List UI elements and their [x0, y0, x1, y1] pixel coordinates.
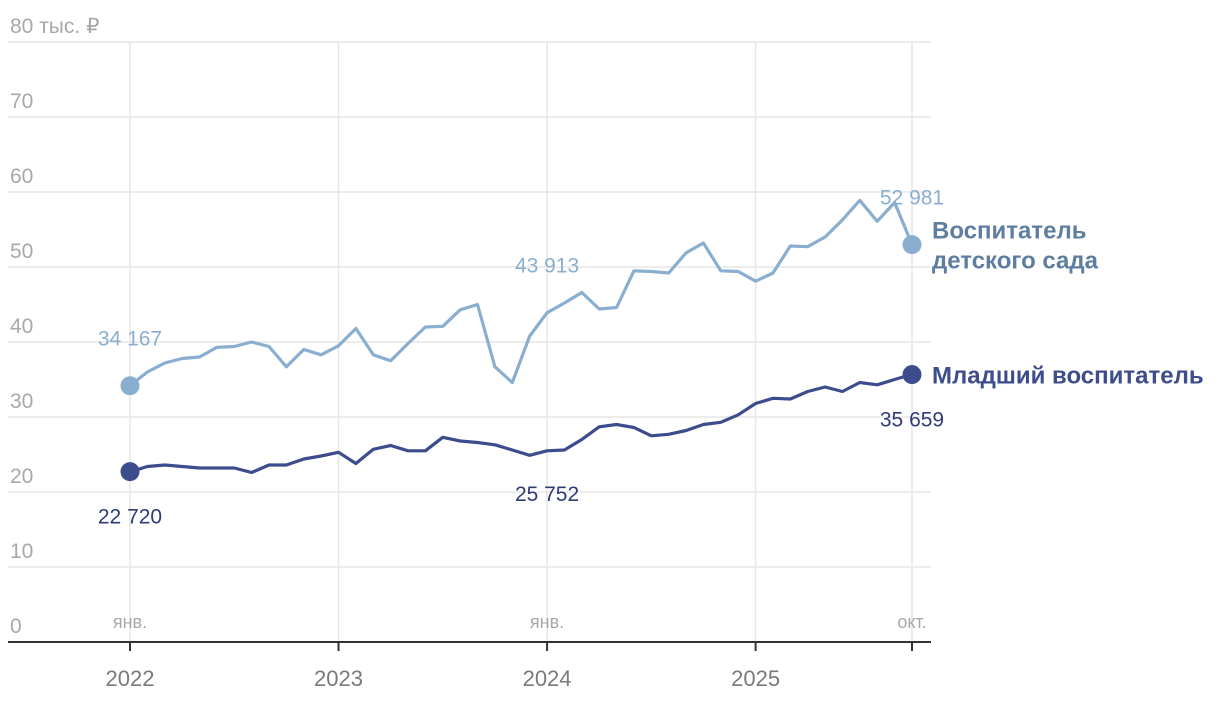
series-line-junior	[128, 372, 914, 475]
data-label: 52 981	[880, 187, 944, 210]
legend-label: Воспитатель	[932, 218, 1086, 245]
month-label: янв.	[113, 612, 147, 632]
y-tick-label: 40	[10, 315, 33, 338]
data-point-marker	[902, 365, 922, 385]
data-label: 43 913	[515, 255, 579, 278]
y-tick-label: 10	[10, 540, 33, 563]
data-label: 25 752	[515, 483, 579, 506]
y-tick-label: 0	[10, 615, 22, 638]
data-point-marker	[902, 235, 922, 255]
y-tick-label: 60	[10, 165, 33, 188]
legend-label: Младший воспитатель	[932, 362, 1204, 389]
x-tick-label: 2023	[314, 666, 363, 691]
y-tick-label: 30	[10, 390, 33, 413]
data-label: 35 659	[880, 409, 944, 432]
data-point-marker	[120, 376, 140, 396]
data-point-marker	[120, 462, 140, 482]
x-tick-label: 2025	[731, 666, 780, 691]
x-tick-label: 2024	[523, 666, 572, 691]
x-tick-label: 2022	[106, 666, 155, 691]
data-label: 22 720	[98, 506, 162, 529]
y-tick-label: 70	[10, 90, 33, 113]
y-tick-label: 50	[10, 240, 33, 263]
month-label: окт.	[897, 612, 926, 632]
month-label: янв.	[530, 612, 564, 632]
legend-label: детского сада	[932, 248, 1099, 275]
y-tick-label: 20	[10, 465, 33, 488]
series-line-teacher	[128, 198, 914, 388]
data-label: 34 167	[98, 328, 162, 351]
y-unit-label: 80 тыс. ₽	[10, 15, 99, 38]
